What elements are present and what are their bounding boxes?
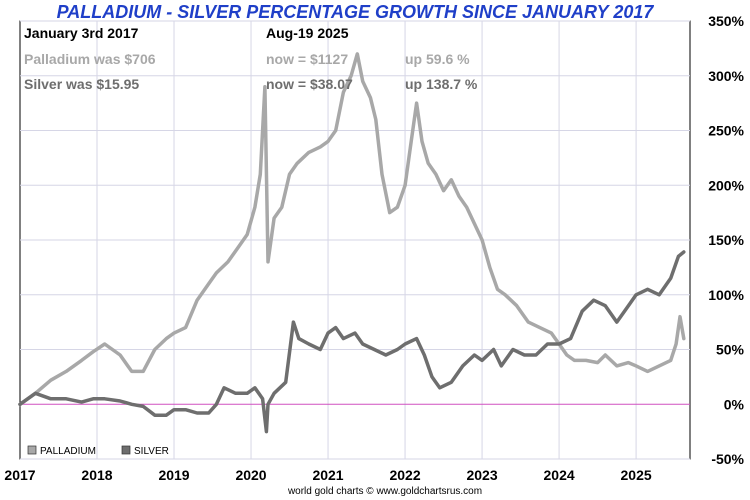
gridlines [20, 20, 690, 460]
series-line-silver [18, 250, 686, 434]
silver-current-price: now = $38.07 [266, 76, 353, 92]
legend-swatch-silver [121, 445, 131, 455]
y-tick-label: 300% [708, 68, 744, 84]
x-tick-label: 2025 [621, 467, 652, 483]
y-axis-ticks: 350% 300% 250% 200% 150% 100% 50% 0% -50% [708, 13, 744, 467]
series-layer [18, 52, 686, 434]
y-tick-label: -50% [711, 451, 744, 467]
legend: PALLADIUM SILVER [27, 445, 169, 457]
legend-label-silver: SILVER [134, 446, 169, 457]
x-tick-label: 2018 [81, 467, 112, 483]
x-tick-label: 2024 [544, 467, 575, 483]
chart-title: PALLADIUM - SILVER PERCENTAGE GROWTH SIN… [56, 2, 654, 22]
start-date-label: January 3rd 2017 [24, 25, 139, 41]
series-line-palladium [18, 52, 686, 407]
footer-credit: world gold charts © www.goldchartsrus.co… [287, 486, 483, 497]
y-tick-label: 0% [724, 396, 745, 412]
x-tick-label: 2017 [4, 467, 35, 483]
y-tick-label: 350% [708, 13, 744, 29]
silver-growth: up 138.7 % [405, 76, 478, 92]
current-date-label: Aug-19 2025 [266, 25, 349, 41]
y-tick-label: 100% [708, 287, 744, 303]
palladium-start-price: Palladium was $706 [24, 51, 156, 67]
x-tick-label: 2022 [389, 467, 420, 483]
x-tick-label: 2020 [235, 467, 266, 483]
x-axis-ticks: 2017 2018 2019 2020 2021 2022 2023 2024 2025 [4, 467, 651, 483]
legend-swatch-palladium [27, 445, 37, 455]
y-tick-label: 150% [708, 232, 744, 248]
x-tick-label: 2021 [312, 467, 343, 483]
silver-start-price: Silver was $15.95 [24, 76, 140, 92]
y-tick-label: 200% [708, 177, 744, 193]
legend-label-palladium: PALLADIUM [40, 446, 96, 457]
y-tick-label: 250% [708, 123, 744, 139]
x-tick-label: 2023 [466, 467, 497, 483]
palladium-current-price: now = $1127 [266, 51, 349, 67]
palladium-growth: up 59.6 % [405, 51, 470, 67]
y-tick-label: 50% [716, 342, 745, 358]
x-tick-label: 2019 [158, 467, 189, 483]
